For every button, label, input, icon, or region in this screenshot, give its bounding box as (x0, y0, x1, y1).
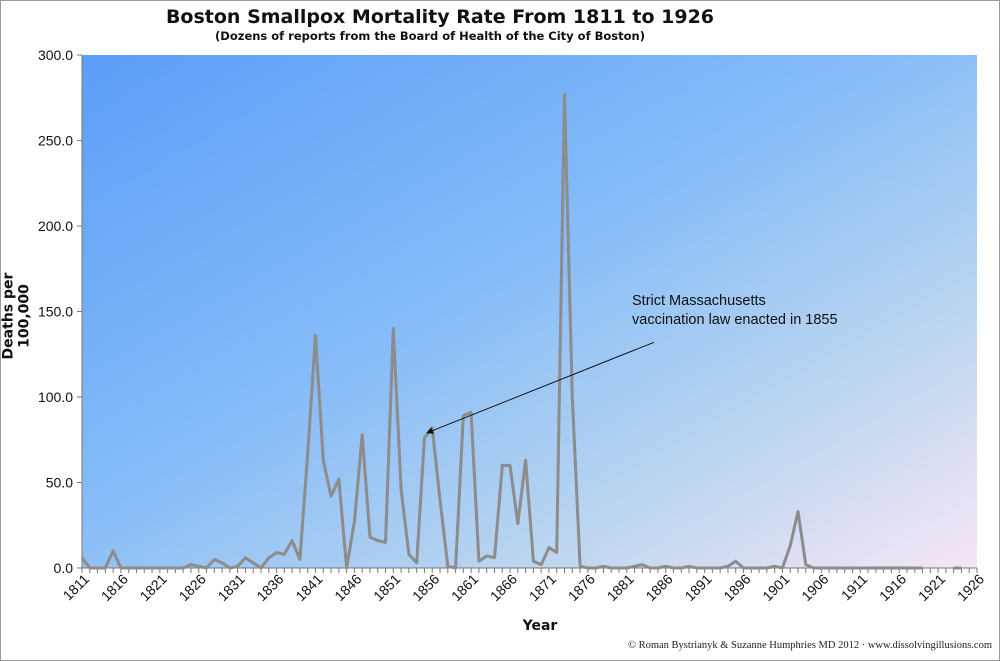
chart-subtitle: (Dozens of reports from the Board of Hea… (215, 29, 645, 43)
plot-area (82, 55, 977, 568)
x-tick-label: 1861 (448, 571, 481, 604)
series-group (80, 92, 962, 570)
x-tick-label: 1876 (565, 571, 598, 604)
x-tick-label: 1881 (604, 571, 637, 604)
x-tick-label: 1916 (876, 571, 909, 604)
y-tick-label: 100.0 (38, 389, 73, 405)
x-tick-label: 1866 (487, 571, 520, 604)
x-tick-label: 1831 (214, 571, 247, 604)
y-tick-label: 200.0 (38, 218, 73, 234)
x-tick-label: 1886 (642, 571, 675, 604)
x-tick-label: 1896 (720, 571, 753, 604)
annotation-arrow (426, 341, 655, 434)
copyright-notice: © Roman Bystrianyk & Suzanne Humphries M… (628, 640, 992, 651)
x-tick-label: 1841 (292, 571, 325, 604)
x-tick-label: 1871 (526, 571, 559, 604)
annotation-text: Strict Massachusetts (632, 293, 766, 309)
x-tick-label: 1901 (759, 571, 792, 604)
x-tick-label: 1846 (331, 571, 364, 604)
x-tick-label: 1906 (798, 571, 831, 604)
chart-title: Boston Smallpox Mortality Rate From 1811… (165, 6, 715, 28)
x-tick-label: 1851 (370, 571, 403, 604)
x-tick-label: 1856 (409, 571, 442, 604)
x-axis: 1811 1816 1821 1826 1831 1836 1841 1846 1851 1856… (60, 567, 987, 604)
x-tick-label: 1921 (915, 571, 948, 604)
x-tick-label: 1891 (681, 571, 714, 604)
y-axis-label: Deaths per 100,000 (0, 272, 33, 360)
x-tick-label: 1836 (253, 571, 286, 604)
y-tick-label: 300.0 (38, 47, 73, 63)
x-axis-label: Year (522, 618, 558, 634)
y-tick-label: 250.0 (38, 133, 73, 149)
x-tick-label: 1911 (838, 571, 871, 604)
x-tick-label: 1816 (98, 571, 131, 604)
y-tick-label: 50.0 (46, 475, 73, 491)
x-tick-label: 1826 (176, 571, 209, 604)
y-tick-label: 150.0 (38, 304, 73, 320)
series-line (80, 92, 923, 570)
y-tick-label: 0.0 (54, 560, 74, 576)
y-axis: 0.0 50.0 100.0 150.0 200.0 250.0 300.0 (38, 47, 83, 576)
x-tick-label: 1926 (954, 571, 987, 604)
annotation-group: Strict Massachusetts vaccination law enac… (426, 293, 838, 434)
annotation-text: vaccination law enacted in 1855 (632, 312, 838, 328)
x-tick-label: 1821 (137, 571, 170, 604)
